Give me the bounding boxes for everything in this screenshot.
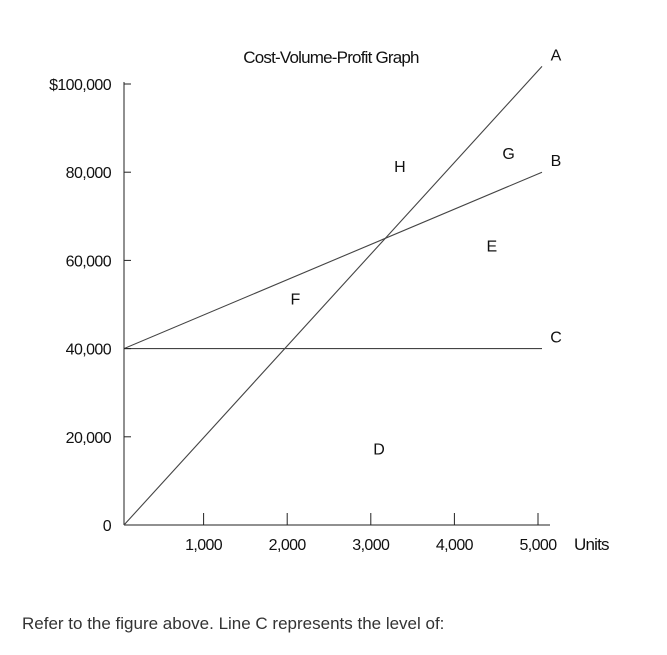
x-tick-label: 1,000 xyxy=(185,537,223,554)
axes xyxy=(123,82,550,526)
y-tick-label: $100,000 xyxy=(49,77,112,94)
x-axis-label: Units xyxy=(574,535,609,554)
series-lines: A B C xyxy=(123,47,562,526)
y-tick-label: 40,000 xyxy=(66,342,112,359)
x-tick-label: 3,000 xyxy=(352,537,390,554)
region-label-e: E xyxy=(487,239,498,256)
series-line-a xyxy=(123,65,543,526)
region-label-f: F xyxy=(290,292,300,309)
series-label-b: B xyxy=(551,153,562,170)
cvp-chart: Cost-Volume-Profit Graph A B C 0 20,000 40,0… xyxy=(49,47,610,554)
y-tick-label: 60,000 xyxy=(66,253,112,270)
x-tick-label: 2,000 xyxy=(269,537,307,554)
region-label-d: D xyxy=(373,441,385,458)
region-label-h: H xyxy=(394,159,406,176)
series-label-c: C xyxy=(550,330,562,347)
region-labels: D E F G H xyxy=(290,146,514,458)
series-label-a: A xyxy=(551,47,562,64)
series-line-b xyxy=(123,171,543,350)
y-tick-label: 0 xyxy=(103,518,112,535)
x-tick-label: 5,000 xyxy=(519,537,557,554)
question-text: Refer to the figure above. Line C repres… xyxy=(22,614,445,633)
x-tick-label: 4,000 xyxy=(436,537,474,554)
chart-title: Cost-Volume-Profit Graph xyxy=(243,48,419,67)
region-label-g: G xyxy=(502,146,514,163)
y-tick-label: 20,000 xyxy=(66,430,112,447)
y-tick-label: 80,000 xyxy=(66,165,112,182)
tick-labels: 0 20,000 40,000 60,000 80,000 $100,000 1,000 2,… xyxy=(49,77,558,554)
